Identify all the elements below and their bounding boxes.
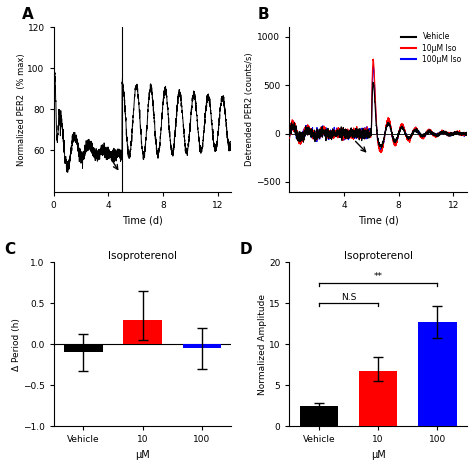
Bar: [123, 319, 162, 344]
Text: C: C: [4, 242, 15, 257]
Text: B: B: [257, 7, 269, 22]
Bar: [182, 344, 221, 348]
X-axis label: Time (d): Time (d): [358, 215, 399, 225]
Text: A: A: [22, 7, 34, 22]
Legend: Vehicle, 10μM Iso, 100μM Iso: Vehicle, 10μM Iso, 100μM Iso: [400, 31, 463, 65]
Y-axis label: Normalized Amplitude: Normalized Amplitude: [258, 294, 267, 395]
X-axis label: μM: μM: [371, 450, 385, 460]
Bar: [64, 344, 102, 353]
Bar: [359, 371, 397, 426]
Text: **: **: [374, 272, 383, 281]
Y-axis label: Δ Period (h): Δ Period (h): [12, 318, 21, 371]
Text: N.S: N.S: [341, 293, 356, 302]
X-axis label: Time (d): Time (d): [122, 215, 163, 225]
X-axis label: μM: μM: [135, 450, 150, 460]
Text: D: D: [239, 242, 252, 257]
Title: Isoproterenol: Isoproterenol: [344, 251, 413, 261]
Y-axis label: Detrended PER2 (counts/s): Detrended PER2 (counts/s): [245, 53, 254, 166]
Bar: [300, 406, 338, 426]
Title: Isoproterenol: Isoproterenol: [108, 251, 177, 261]
Y-axis label: Normalized PER2  (% max): Normalized PER2 (% max): [17, 53, 26, 166]
Bar: [418, 322, 456, 426]
